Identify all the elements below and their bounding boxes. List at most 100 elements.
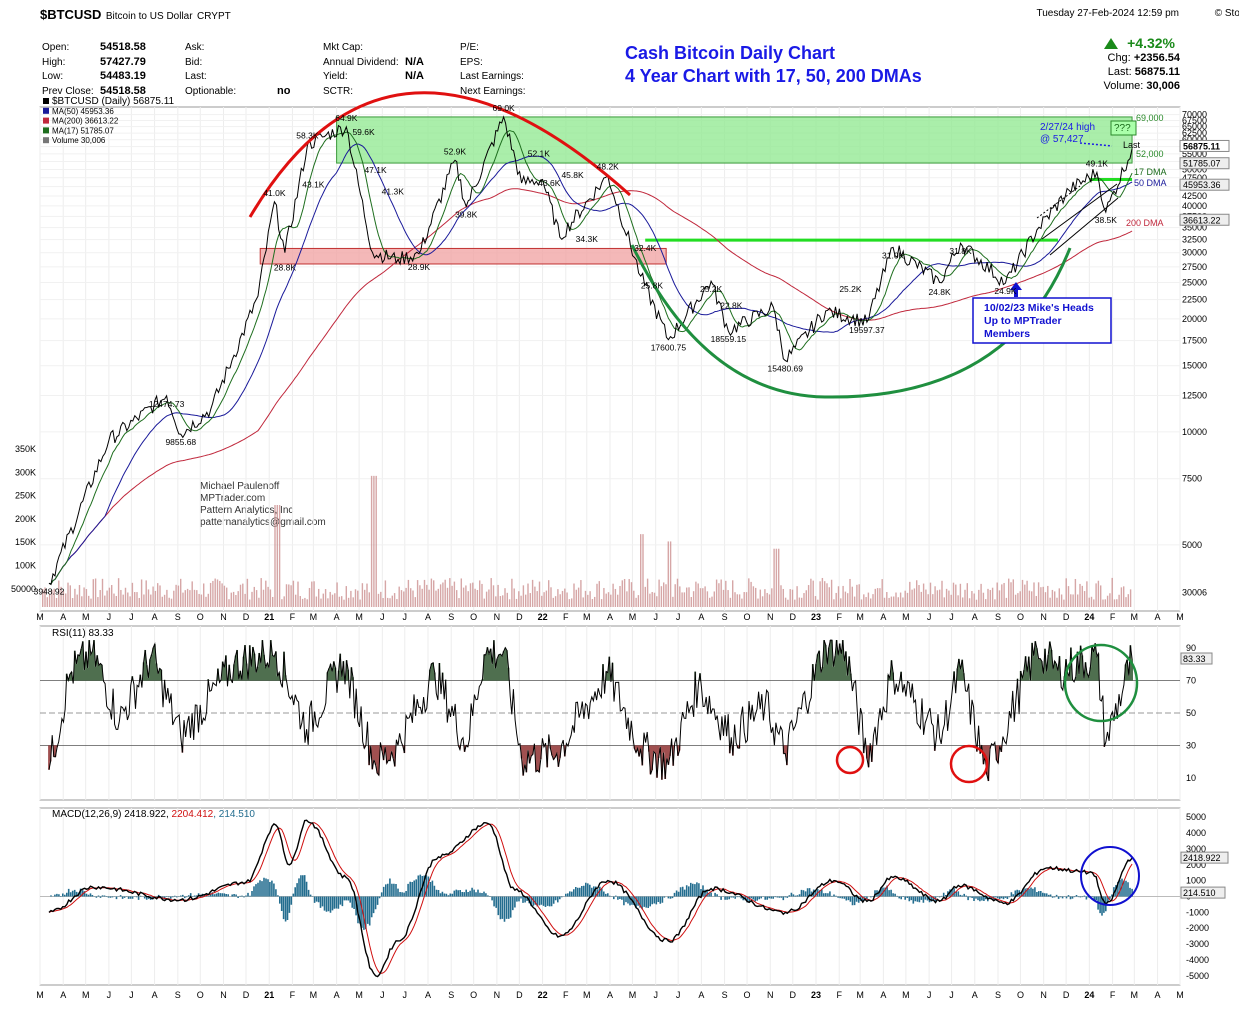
volume-bar (483, 598, 485, 607)
volume-bar (819, 581, 821, 607)
price-label: 39.8K (455, 210, 478, 220)
volume-bar (975, 599, 978, 607)
volume-y-tick: 250K (15, 491, 36, 501)
price-y-tick: 25000 (1182, 277, 1207, 287)
volume-bar (748, 578, 750, 607)
volume-bar (446, 587, 449, 607)
volume-bar (88, 595, 90, 607)
overlay-title-line-1: Cash Bitcoin Daily Chart (625, 43, 836, 63)
volume-bar (1054, 591, 1056, 607)
price-y-tick: 70000 (1182, 110, 1207, 120)
volume-bar (354, 589, 357, 607)
volume-bar (301, 598, 304, 607)
price-label: 38.5K (1095, 215, 1118, 225)
price-label: 25.2K (839, 284, 862, 294)
volume-bar (711, 596, 713, 607)
x-tick-label: J (129, 612, 134, 622)
volume-bar (288, 584, 290, 607)
volume-bar (341, 596, 343, 607)
quote-label: Last: (185, 71, 207, 82)
rsi-oversold-fill (48, 745, 1106, 781)
x-tick-label: 24 (1084, 612, 1094, 622)
volume-bar (209, 582, 212, 607)
symbol: $BTCUSD (40, 7, 102, 22)
volume-bar (53, 588, 55, 607)
volume-bar (246, 578, 249, 607)
volume-bar (646, 578, 649, 607)
volume-bar (1081, 585, 1083, 607)
x-tick-label: O (744, 612, 751, 622)
dotted-trend (1036, 185, 1081, 219)
x-tick-label: N (1040, 990, 1047, 1000)
volume-bar (688, 587, 690, 607)
x-tick-label: S (722, 990, 728, 1000)
volume-bar (962, 597, 964, 607)
price-label: 32.4K (634, 243, 657, 253)
level-69000: 69,000 (1136, 113, 1164, 123)
x-tick-label: A (607, 990, 613, 1000)
x-tick-label: 21 (264, 990, 274, 1000)
quote-row: Annual Dividend: N/A (323, 52, 424, 68)
volume-bar (152, 586, 154, 607)
volume-bar (886, 592, 888, 607)
volume-y-tick: 50000 (11, 584, 36, 594)
volume-bar (101, 578, 104, 607)
volume-bar (428, 589, 430, 607)
volume-bar (265, 580, 267, 607)
volume-bar (60, 586, 62, 607)
x-tick-label: M (583, 612, 591, 622)
quote-row: Open: 54518.58 (42, 37, 146, 53)
volume-bar (350, 590, 352, 607)
volume-bar (1001, 584, 1003, 607)
volume-bar (757, 598, 759, 607)
macd-y-tick: 2000 (1186, 860, 1206, 870)
volume-bar (292, 580, 295, 607)
volume-bar (255, 590, 258, 607)
volume-bar (897, 597, 899, 607)
price-label: 41.3K (382, 187, 405, 197)
volume-bar (228, 599, 230, 607)
volume-bar (660, 586, 663, 607)
legend-swatch (43, 127, 49, 134)
volume-last-label: 30006 (1182, 587, 1207, 597)
ma200-tag: 200 DMA (1126, 218, 1164, 228)
volume-bar (1033, 582, 1035, 607)
volume-bar (499, 596, 502, 607)
volume-bar (623, 578, 626, 607)
volume-bar (692, 591, 695, 607)
volume-bar (1106, 595, 1109, 607)
volume-bar (479, 580, 481, 607)
volume-bar (297, 581, 299, 607)
x-tick-label: A (152, 612, 158, 622)
volume-bar (1042, 586, 1044, 607)
x-tick-label: J (380, 612, 385, 622)
x-tick-label: M (629, 612, 637, 622)
volume-bar (653, 592, 656, 607)
volume-bar (663, 582, 665, 607)
volume-bar (469, 583, 472, 607)
quote-value: 54518.58 (100, 41, 146, 53)
volume-bar (964, 589, 966, 607)
rsi-red-circle (835, 745, 865, 775)
volume-bar (111, 585, 113, 607)
volume-bar (65, 593, 67, 607)
x-tick-label: J (403, 612, 408, 622)
quote-label: Yield: (323, 71, 348, 82)
price-label: 64.9K (335, 113, 358, 123)
volume-bar (306, 599, 308, 607)
volume-bar (1072, 594, 1074, 607)
volume-bar (85, 589, 88, 607)
volume-bar (596, 583, 598, 607)
volume-bar (925, 589, 927, 607)
volume-bar (435, 590, 437, 607)
volume-bar (582, 597, 584, 607)
x-tick-label: F (1110, 612, 1116, 622)
exchange: CRYPT (197, 11, 231, 22)
volume-bar (656, 596, 658, 607)
price-label: 18559.15 (711, 334, 747, 344)
quote-row: Low: 54483.19 (42, 66, 146, 82)
volume-bar (904, 590, 906, 607)
x-tick-label: M (1131, 990, 1139, 1000)
volume-bar (796, 586, 798, 607)
volume-bar (506, 592, 508, 607)
